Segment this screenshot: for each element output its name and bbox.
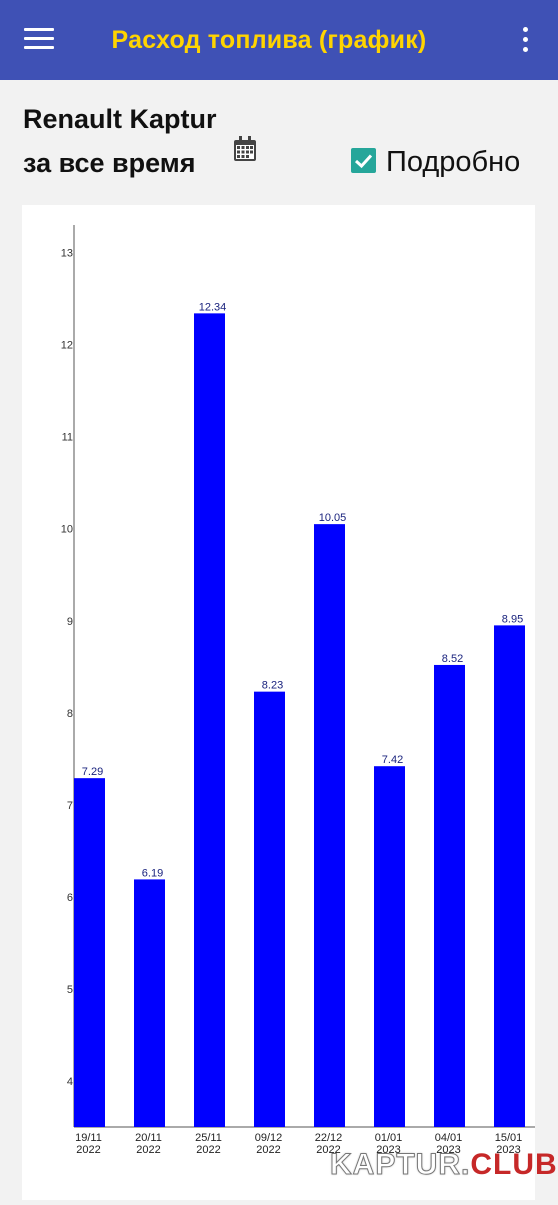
calendar-icon[interactable] <box>233 136 257 162</box>
y-tick-label: 9 <box>67 616 73 628</box>
detail-checkbox-label[interactable]: Подробно <box>386 146 521 178</box>
period-label[interactable]: за все время <box>23 148 196 178</box>
data-label: 8.95 <box>502 613 523 625</box>
x-tick-label: 19/11 2022 <box>75 1132 102 1156</box>
y-tick-label: 10 <box>61 524 73 536</box>
more-vert-icon[interactable] <box>518 26 532 54</box>
bar <box>374 766 405 1127</box>
watermark-part-1: KAPTUR. <box>329 1148 471 1182</box>
watermark: KAPTUR.CLUB <box>329 1148 558 1182</box>
chart-card: 4 5 6 7 8 9 10 11 12 13 7.29 19/11 2022 6.19 20/11 2022… <box>22 205 535 1200</box>
data-label: 7.29 <box>82 766 103 778</box>
y-tick-label: 6 <box>67 892 73 904</box>
bar <box>74 778 105 1127</box>
x-tick-label: 15/01 2023 <box>495 1132 523 1156</box>
bar <box>134 879 165 1127</box>
x-tick-label: 04/01 2023 <box>435 1132 463 1156</box>
bar <box>434 664 465 1127</box>
x-tick-label: 20/11 2022 <box>135 1132 162 1156</box>
y-tick-label: 13 <box>61 248 73 260</box>
data-label: 7.42 <box>382 754 403 766</box>
watermark-part-2: CLUB <box>470 1148 558 1181</box>
y-tick-label: 8 <box>67 708 73 720</box>
app-bar: Расход топлива (график) <box>0 0 558 80</box>
hamburger-menu-icon[interactable] <box>24 28 54 50</box>
data-label: 10.05 <box>319 512 347 524</box>
checkmark-icon <box>354 154 373 169</box>
detail-checkbox[interactable] <box>351 148 376 173</box>
bar <box>194 313 225 1127</box>
x-tick-label: 25/11 2022 <box>195 1132 222 1156</box>
data-label: 8.23 <box>262 680 283 692</box>
bar <box>314 524 345 1127</box>
y-tick-label: 5 <box>67 984 73 996</box>
x-tick-label: 09/12 2022 <box>255 1132 283 1156</box>
fuel-consumption-chart: 4 5 6 7 8 9 10 11 12 13 7.29 19/11 2022 6.19 20/11 2022… <box>61 225 535 1156</box>
x-tick-label: 22/12 2022 <box>315 1132 343 1156</box>
y-tick-label: 4 <box>67 1076 73 1088</box>
car-name: Renault Kaptur <box>23 104 217 134</box>
data-label: 6.19 <box>142 867 163 879</box>
x-tick-label: 01/01 2023 <box>375 1132 403 1156</box>
data-label: 12.34 <box>199 301 227 313</box>
y-tick-label: 7 <box>67 800 73 812</box>
y-tick-label: 11 <box>62 432 73 444</box>
y-tick-label: 12 <box>61 340 73 352</box>
bar <box>494 625 525 1127</box>
bar <box>254 691 285 1127</box>
app-bar-title: Расход топлива (график) <box>111 26 427 54</box>
data-label: 8.52 <box>442 653 463 665</box>
